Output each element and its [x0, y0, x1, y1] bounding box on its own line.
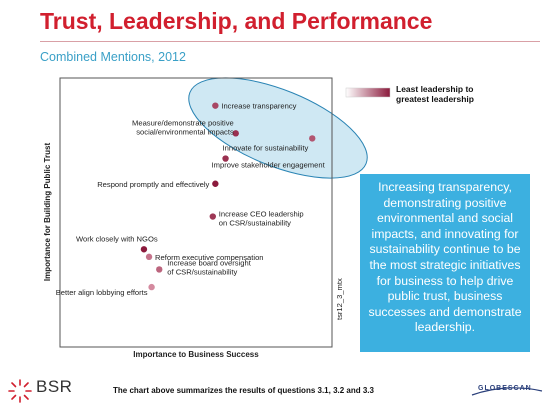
data-point [148, 283, 155, 291]
point-label: Improve stakeholder engagement [212, 161, 326, 170]
x-axis-label: Importance to Business Success [133, 350, 259, 359]
point-label: Measure/demonstrate positive social/envir… [132, 118, 234, 136]
legend-label-line2: greatest leadership [396, 94, 474, 104]
data-point [209, 213, 216, 220]
data-point [145, 253, 153, 261]
y-axis-label: Importance for Building Public Trust [43, 143, 52, 282]
data-point [232, 130, 239, 137]
point-label: Better align lobbying efforts [56, 288, 148, 297]
point-label: Respond promptly and effectively [97, 180, 209, 189]
point-label: Work closely with NGOs [76, 234, 158, 243]
data-point [309, 135, 316, 142]
bsr-logo-icon [8, 379, 32, 403]
points-layer: Increase transparency Measure/demonstrate… [56, 102, 326, 297]
globescan-logo-text: GLOBESCAN [478, 385, 532, 392]
highlight-ellipse [188, 77, 368, 179]
chart-watermark: tsr12_3_mtx [335, 278, 344, 320]
callout-box: Increasing transparency, demonstrating p… [360, 174, 530, 352]
point-label: Increase CEO leadership on CSR/sustainabi… [219, 210, 304, 228]
legend-gradient-bar [345, 87, 391, 98]
slide-title: Trust, Leadership, and Performance [40, 8, 433, 34]
data-point [222, 155, 229, 162]
point-label: Increase transparency [221, 102, 296, 111]
data-point [140, 246, 148, 253]
footer-note: The chart above summarizes the results o… [113, 386, 374, 395]
title-divider [40, 41, 540, 42]
slide-subtitle: Combined Mentions, 2012 [40, 50, 186, 64]
legend-label-line1: Least leadership to [396, 84, 473, 94]
point-label: Reform executive compensation [155, 253, 263, 262]
data-point [212, 102, 219, 109]
point-label: Increase board oversight of CSR/sustainab… [167, 258, 251, 276]
data-point [156, 266, 163, 273]
point-label: Innovate for sustainability [223, 143, 309, 152]
globescan-logo-icon [471, 387, 543, 396]
data-point [212, 180, 219, 187]
bsr-logo-text: BSR [36, 377, 73, 396]
plot-frame [59, 77, 333, 348]
